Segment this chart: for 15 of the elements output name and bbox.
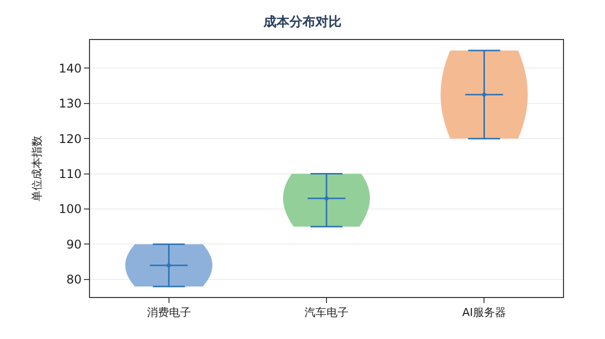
point [482,92,486,97]
y-tick-label: 120 [58,132,82,146]
y-tick-label: 80 [66,272,82,287]
x-tick-label: 消费电子 [146,306,191,320]
y-tick-label: 90 [66,237,82,252]
y-tick-label: 130 [58,96,82,111]
x-tick-label: 汽车电子 [304,306,348,320]
chart-title: 成本分布对比 [262,15,342,30]
x-tick-label: AI服务器 [462,306,506,320]
y-tick-label: 110 [58,166,82,181]
point [324,196,328,200]
y-axis-title: 单位成本指数 [30,136,44,202]
point [166,263,171,268]
y-tick-label: 100 [58,202,82,216]
y-tick-label: 140 [58,61,82,76]
